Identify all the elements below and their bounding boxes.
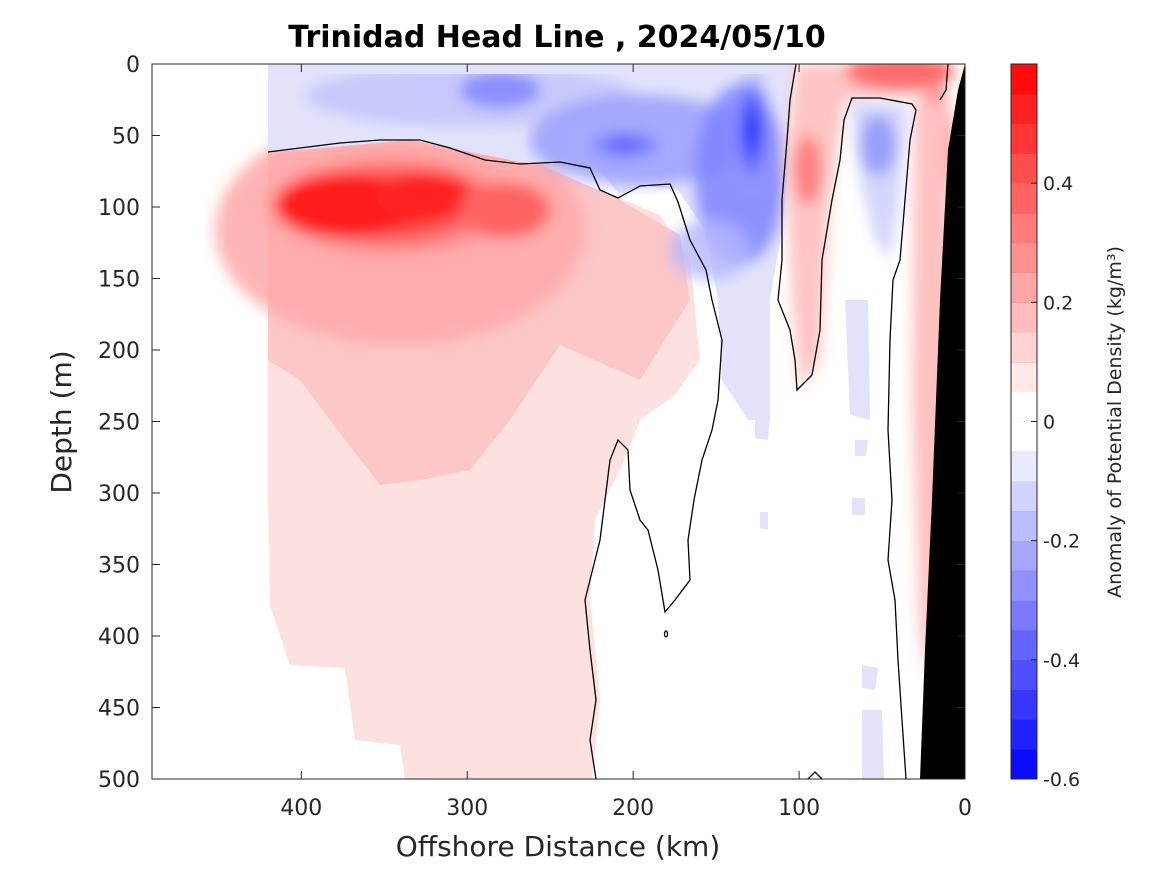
negative-blobs [305,64,785,280]
colorbar-band [1011,302,1037,333]
y-tick-label: 450 [98,697,140,722]
colorbar-band [1011,481,1037,512]
colorbar: 0.4 0.2 0 -0.2 -0.4 -0.6 Anomaly of Potential… [1010,63,1126,791]
colorbar-tick-label: 0.4 [1043,173,1073,195]
chart-title: Trinidad Head Line , 2024/05/10 [288,20,825,55]
bathymetry-wedge [920,64,965,779]
x-tick-label: 100 [778,796,820,821]
y-tick-label: 400 [98,625,140,650]
colorbar-band [1011,421,1037,452]
y-tick-label: 100 [98,196,140,221]
colorbar-band [1011,242,1037,273]
colorbar-band [1011,689,1037,720]
y-tick-label: 500 [98,768,140,793]
y-axis-label: Depth (m) [45,350,78,493]
nearshore-negative-blob [850,100,908,260]
colorbar-band [1011,123,1037,154]
x-tick-label: 0 [958,796,972,821]
colorbar-band [1011,332,1037,363]
zero-contour-coastal [939,64,949,101]
colorbar-ticks: 0.4 0.2 0 -0.2 -0.4 -0.6 [1031,173,1080,791]
colorbar-label: Anomaly of Potential Density (kg/m³) [1104,246,1126,598]
zero-contour-main [267,139,723,779]
zero-contour-nearshore [777,64,917,779]
colorbar-band [1011,719,1037,750]
colorbar-band [1011,600,1037,631]
colorbar-tick-label: 0.2 [1043,292,1073,314]
y-tick-label: 300 [98,482,140,507]
colorbar-band [1011,510,1037,542]
colorbar-tick-label: -0.6 [1043,769,1080,791]
colorbar-band [1011,272,1037,303]
colorbar-band [1011,93,1037,124]
x-tick-label: 300 [446,796,488,821]
colorbar-band [1011,540,1037,571]
y-tick-label: 50 [112,125,140,150]
x-axis-label: Offshore Distance (km) [396,830,721,863]
colorbar-band [1011,451,1037,482]
colorbar-band [1011,64,1037,95]
colorbar-band [1011,153,1037,184]
zero-contour-dot [663,630,669,638]
y-tick-label: 350 [98,554,140,579]
zero-contour-bottom [807,771,823,779]
colorbar-tick-label: -0.4 [1043,650,1080,672]
colorbar-tick-label: 0 [1043,412,1055,434]
positive-core-blob [215,115,585,345]
plot-area: 400 300 200 100 0 0 50 100 150 200 250 300 350 400 45… [98,53,972,821]
density-field [215,64,955,779]
colorbar-band [1011,659,1037,691]
colorbar-bands [1011,63,1037,780]
y-tick-label: 0 [126,53,140,78]
y-axis-ticks: 0 50 100 150 200 250 300 350 400 450 500 [98,53,965,793]
y-tick-label: 250 [98,411,140,436]
x-axis-ticks: 400 300 200 100 0 [280,64,972,821]
x-tick-label: 200 [612,796,654,821]
zero-contours [267,64,949,779]
colorbar-band [1011,361,1037,393]
colorbar-band [1011,391,1037,422]
y-tick-label: 200 [98,339,140,364]
colorbar-band [1011,749,1037,780]
colorbar-band [1011,630,1037,661]
colorbar-band [1011,570,1037,601]
deep-negative-patches [755,300,884,779]
y-tick-label: 150 [98,268,140,293]
colorbar-band [1011,183,1037,214]
colorbar-tick-label: -0.2 [1043,531,1080,553]
negative-surface-strip [270,64,795,74]
x-tick-label: 400 [280,796,322,821]
colorbar-band [1011,212,1037,244]
